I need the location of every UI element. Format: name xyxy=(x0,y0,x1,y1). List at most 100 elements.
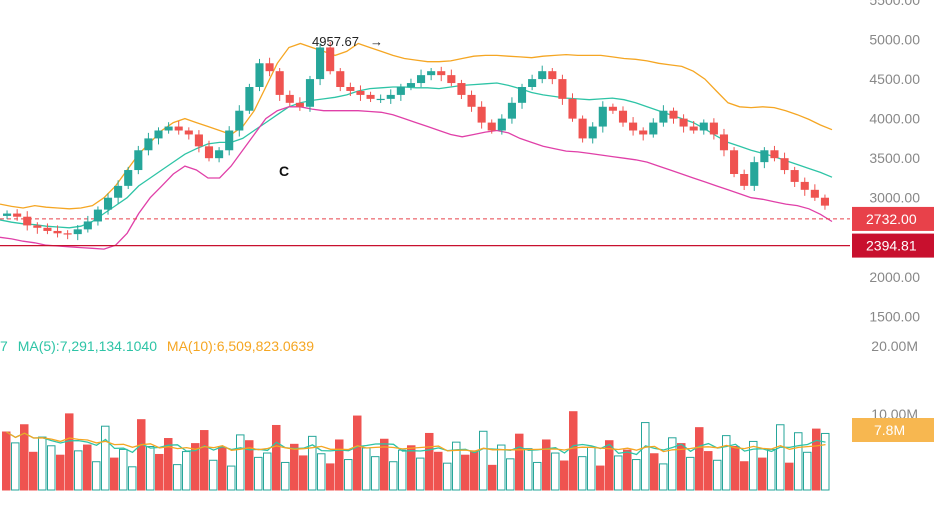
candle-body xyxy=(124,170,133,186)
candlesticks xyxy=(3,41,829,241)
volume-bar xyxy=(533,461,542,491)
high-arrow: → xyxy=(370,34,383,49)
price-tick-label: 3500.00 xyxy=(869,150,920,166)
candle-body xyxy=(528,79,537,87)
volume-bar xyxy=(38,436,47,491)
volume-bar xyxy=(803,451,812,491)
volume-legend-prefix: 7 xyxy=(0,338,8,354)
volume-bar xyxy=(146,446,155,491)
volume-bar xyxy=(551,452,560,491)
candle-body xyxy=(417,75,426,84)
volume-bar xyxy=(218,446,227,491)
volume-bar xyxy=(191,443,200,491)
volume-bar xyxy=(119,448,128,491)
candle-body xyxy=(23,216,32,226)
volume-bar xyxy=(614,455,623,491)
volume-bar xyxy=(380,438,389,491)
volume-bar xyxy=(236,434,245,491)
volume-bar xyxy=(254,456,263,491)
candle-body xyxy=(770,150,779,159)
candle-body xyxy=(83,221,92,230)
candle-body xyxy=(477,106,486,123)
candle-body xyxy=(356,90,365,95)
candle-body xyxy=(305,79,315,107)
bollinger-mid-line xyxy=(0,82,833,229)
volume-bar xyxy=(578,456,587,491)
volume-bar xyxy=(74,450,83,491)
candle-body xyxy=(326,47,335,72)
candle-body xyxy=(689,126,698,131)
candle-body xyxy=(487,122,496,131)
volume-bar xyxy=(290,443,299,491)
annotations: 4957.67 → C xyxy=(279,34,383,179)
volume-bar xyxy=(2,431,11,491)
volume-bar xyxy=(407,445,416,491)
candle-body xyxy=(598,106,607,127)
volume-ma10-label: MA(10):6,509,823.0639 xyxy=(166,338,315,354)
candle-body xyxy=(719,134,729,151)
volume-bar xyxy=(371,456,380,491)
volume-bar xyxy=(569,411,578,491)
current-price-tag-bg xyxy=(852,206,934,231)
volume-bar xyxy=(461,454,470,491)
candle-body xyxy=(285,94,294,103)
candle-body xyxy=(103,197,113,210)
candle-body xyxy=(558,79,567,99)
candle-body xyxy=(457,83,466,95)
candle-body xyxy=(346,87,355,91)
support-price-tag-bg xyxy=(852,233,934,258)
volume-bar xyxy=(362,447,371,491)
marker-c-label: C xyxy=(279,163,289,179)
volume-bar xyxy=(20,424,29,491)
volume-bar xyxy=(425,432,434,491)
candle-body xyxy=(780,158,789,171)
volume-bar xyxy=(506,458,515,491)
price-tick-label: 5000.00 xyxy=(869,32,920,48)
candle-body xyxy=(639,130,648,135)
candle-body xyxy=(215,150,224,159)
volume-bar xyxy=(83,444,92,491)
candle-body xyxy=(194,134,203,147)
volume-bar xyxy=(587,446,596,491)
candle-body xyxy=(33,225,42,228)
bollinger-bands xyxy=(0,42,833,250)
volume-bar xyxy=(560,460,569,491)
candle-body xyxy=(467,94,476,107)
candle-body xyxy=(245,87,254,111)
bollinger-lower-line xyxy=(0,106,833,250)
volume-bar xyxy=(632,459,641,491)
candle-body xyxy=(437,71,446,76)
candle-body xyxy=(366,94,375,99)
candle-body xyxy=(235,110,244,131)
candle-body xyxy=(134,150,143,171)
volume-bar xyxy=(434,451,443,491)
volume-bar xyxy=(272,424,281,491)
candle-body xyxy=(507,102,516,119)
price-tick-label: 5500.00 xyxy=(869,0,920,8)
volume-bar xyxy=(785,462,794,491)
candle-body xyxy=(497,118,506,131)
candle-body xyxy=(316,47,325,80)
candle-body xyxy=(578,118,587,139)
volume-ma10-line xyxy=(6,431,826,453)
candle-body xyxy=(376,98,385,101)
candle-body xyxy=(174,126,183,131)
volume-bar xyxy=(767,448,776,491)
volume-bar xyxy=(776,424,785,491)
candle-body xyxy=(164,126,173,131)
volume-bar xyxy=(416,457,425,491)
volume-bar xyxy=(29,451,38,491)
volume-legend: 7 MA(5):7,291,134.1040 MA(10):6,509,823.… xyxy=(0,338,320,354)
candle-body xyxy=(114,185,123,198)
volume-ma-lines xyxy=(6,431,826,456)
support-price-tag: 2394.81 xyxy=(866,238,917,254)
volume-bar xyxy=(326,463,335,491)
candle-body xyxy=(53,230,62,234)
candle-body xyxy=(608,106,617,111)
volume-bar xyxy=(11,442,20,491)
candle-body xyxy=(184,130,193,135)
volume-bar xyxy=(821,432,830,491)
volume-bar xyxy=(497,444,506,491)
volume-bar xyxy=(740,461,749,491)
